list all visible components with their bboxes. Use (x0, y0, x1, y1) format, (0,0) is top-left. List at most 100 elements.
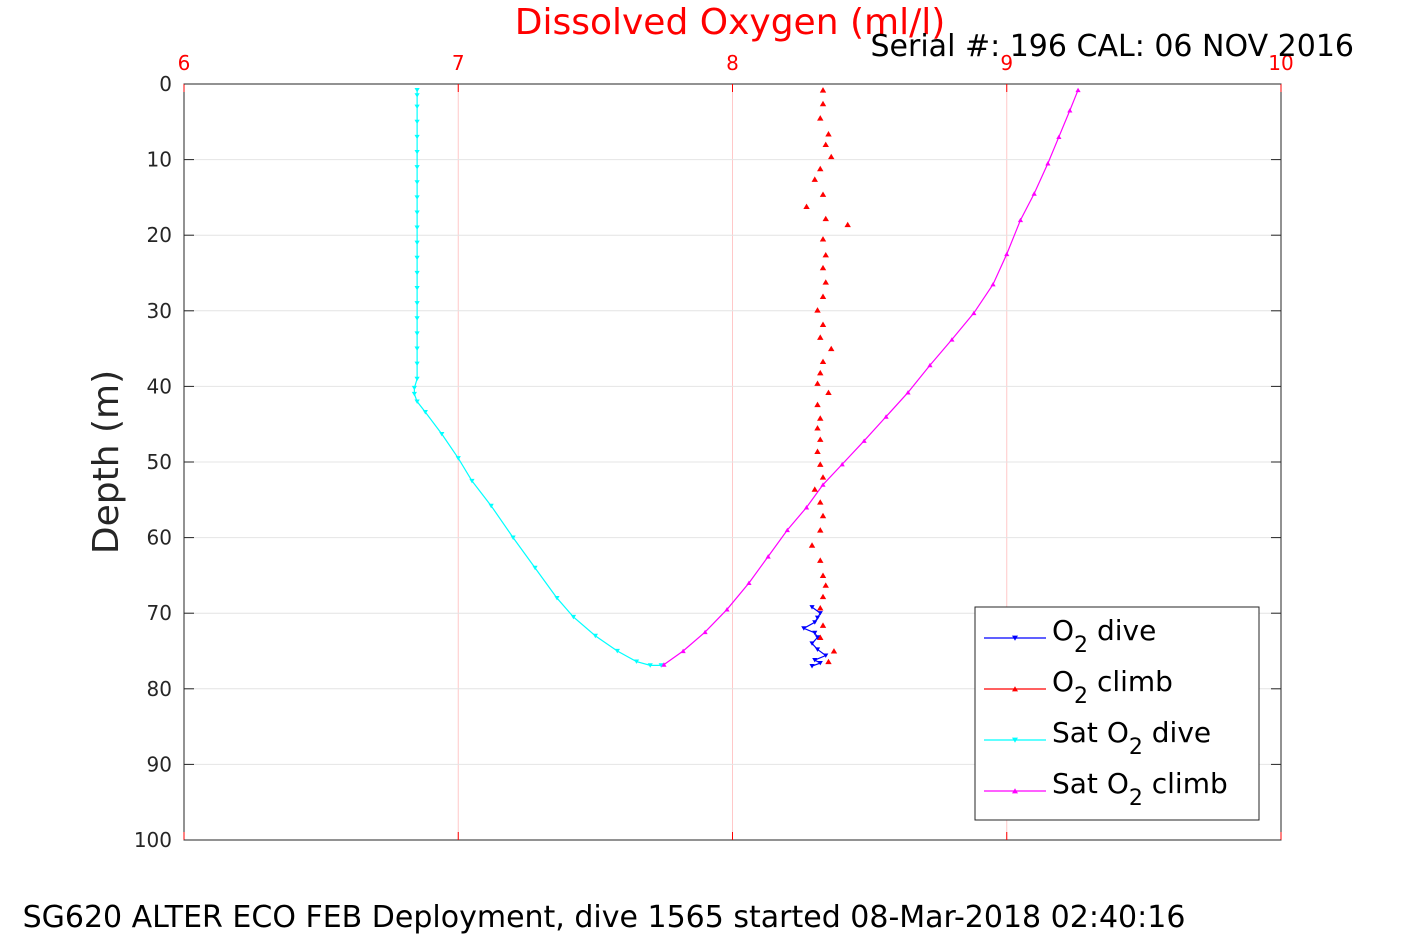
x-tick-label: 7 (452, 51, 465, 75)
data-point-o2-climb (819, 191, 827, 197)
data-point-o2-climb (830, 648, 838, 654)
data-point-sat-o2-dive (633, 659, 640, 664)
data-point-o2-dive (809, 641, 815, 646)
figure-caption: SG620 ALTER ECO FEB Deployment, dive 156… (23, 900, 1186, 935)
data-point-sat-o2-dive (469, 478, 475, 484)
data-point-o2-climb (825, 389, 832, 396)
data-point-o2-climb (817, 334, 824, 340)
data-point-sat-o2-climb (949, 337, 955, 342)
data-point-o2-climb (811, 176, 818, 182)
legend-label-o2-dive: O2 dive (1052, 614, 1156, 658)
data-point-o2-climb (819, 87, 827, 93)
legend-subscript: 2 (1129, 786, 1143, 811)
x-tick-label: 8 (726, 51, 739, 75)
data-point-sat-o2-dive (488, 503, 494, 509)
data-point-o2-dive (812, 657, 818, 663)
chart-subtitle: Serial #: 196 CAL: 06 NOV 2016 (871, 29, 1354, 64)
legend-suffix: climb (1143, 767, 1228, 800)
y-ticks: 0 10 20 30 40 50 60 70 80 90 100 (134, 72, 1281, 852)
data-point-sat-o2-dive (411, 391, 417, 397)
data-point-sat-o2-climb (784, 527, 790, 533)
data-point-o2-climb (825, 658, 832, 665)
data-point-o2-climb (822, 279, 829, 285)
data-point-o2-climb (817, 165, 824, 172)
series-sat-o2-dive (411, 87, 664, 668)
x-tick-label: 6 (178, 51, 191, 75)
legend-subscript: 2 (1074, 684, 1088, 709)
legend-subscript: 2 (1129, 735, 1143, 760)
data-point-sat-o2-dive (592, 633, 598, 639)
data-point-sat-o2-dive (532, 565, 538, 571)
data-point-sat-o2-dive (658, 663, 664, 668)
data-point-sat-o2-climb (1045, 161, 1051, 166)
legend-prefix: Sat (1052, 767, 1107, 800)
legend-marker-o2-climb (1012, 686, 1018, 692)
data-point-o2-climb (825, 131, 832, 137)
data-point-sat-o2-dive (647, 663, 653, 668)
data-point-o2-climb (817, 369, 824, 376)
data-point-sat-o2-dive (614, 648, 620, 654)
data-point-o2-climb (822, 215, 829, 222)
x-tick-label: 10 (1268, 51, 1293, 75)
y-tick-label: 70 (147, 601, 172, 625)
data-point-sat-o2-climb (724, 607, 730, 612)
data-point-sat-o2-climb (971, 310, 977, 316)
data-point-sat-o2-climb (1075, 87, 1081, 93)
data-point-o2-dive (812, 620, 818, 625)
data-point-o2-climb (819, 358, 827, 365)
data-point-o2-climb (803, 203, 810, 210)
data-point-o2-climb (817, 415, 824, 421)
data-point-sat-o2-climb (861, 438, 867, 443)
data-point-o2-dive (812, 630, 818, 636)
data-point-sat-o2-dive (414, 255, 420, 261)
data-point-sat-o2-dive (414, 361, 420, 367)
data-point-o2-dive (809, 605, 815, 610)
y-tick-label: 20 (147, 223, 172, 247)
data-point-sat-o2-dive (414, 225, 420, 230)
data-point-o2-climb (817, 605, 824, 611)
data-point-o2-dive (801, 626, 807, 631)
data-point-sat-o2-dive (414, 399, 420, 404)
data-point-sat-o2-dive (414, 316, 420, 321)
x-ticks: 6 7 8 9 10 (178, 51, 1294, 840)
data-point-sat-o2-climb (803, 505, 810, 510)
legend-label-sat-o2-dive: Sat O2 dive (1052, 716, 1211, 760)
data-point-o2-climb (817, 634, 824, 640)
data-point-o2-dive (814, 635, 821, 640)
data-point-o2-climb (817, 557, 824, 563)
y-tick-label: 40 (147, 374, 172, 398)
data-point-sat-o2-dive (414, 301, 420, 306)
data-point-sat-o2-climb (927, 362, 933, 368)
data-point-sat-o2-climb (839, 461, 845, 467)
data-point-sat-o2-climb (1067, 108, 1073, 113)
series-o2-climb (803, 87, 851, 665)
data-point-o2-climb (822, 251, 829, 258)
y-tick-label: 50 (147, 450, 172, 474)
legend-base: O (1107, 716, 1129, 749)
data-point-o2-climb (808, 542, 816, 548)
data-point-o2-dive (817, 661, 823, 666)
data-point-o2-climb (817, 527, 824, 533)
data-point-sat-o2-dive (414, 87, 420, 93)
data-point-sat-o2-climb (1056, 134, 1062, 139)
data-point-sat-o2-dive (414, 240, 420, 246)
y-tick-label: 30 (147, 299, 172, 323)
data-point-o2-climb (811, 486, 818, 492)
data-point-sat-o2-climb (820, 482, 826, 487)
data-point-sat-o2-climb (990, 282, 996, 287)
data-point-o2-climb (819, 100, 827, 107)
data-point-o2-climb (814, 425, 821, 431)
data-point-sat-o2-dive (414, 286, 420, 291)
data-point-sat-o2-climb (746, 580, 752, 586)
data-point-sat-o2-climb (680, 648, 686, 654)
data-point-sat-o2-dive (455, 456, 461, 461)
data-point-o2-climb (817, 499, 824, 505)
data-point-sat-o2-dive (570, 614, 577, 620)
data-point-o2-climb (819, 236, 827, 242)
data-point-sat-o2-dive (414, 331, 420, 336)
data-point-o2-dive (814, 647, 821, 652)
data-point-sat-o2-dive (554, 596, 560, 601)
data-point-o2-climb (822, 582, 829, 588)
data-point-sat-o2-dive (414, 180, 420, 185)
